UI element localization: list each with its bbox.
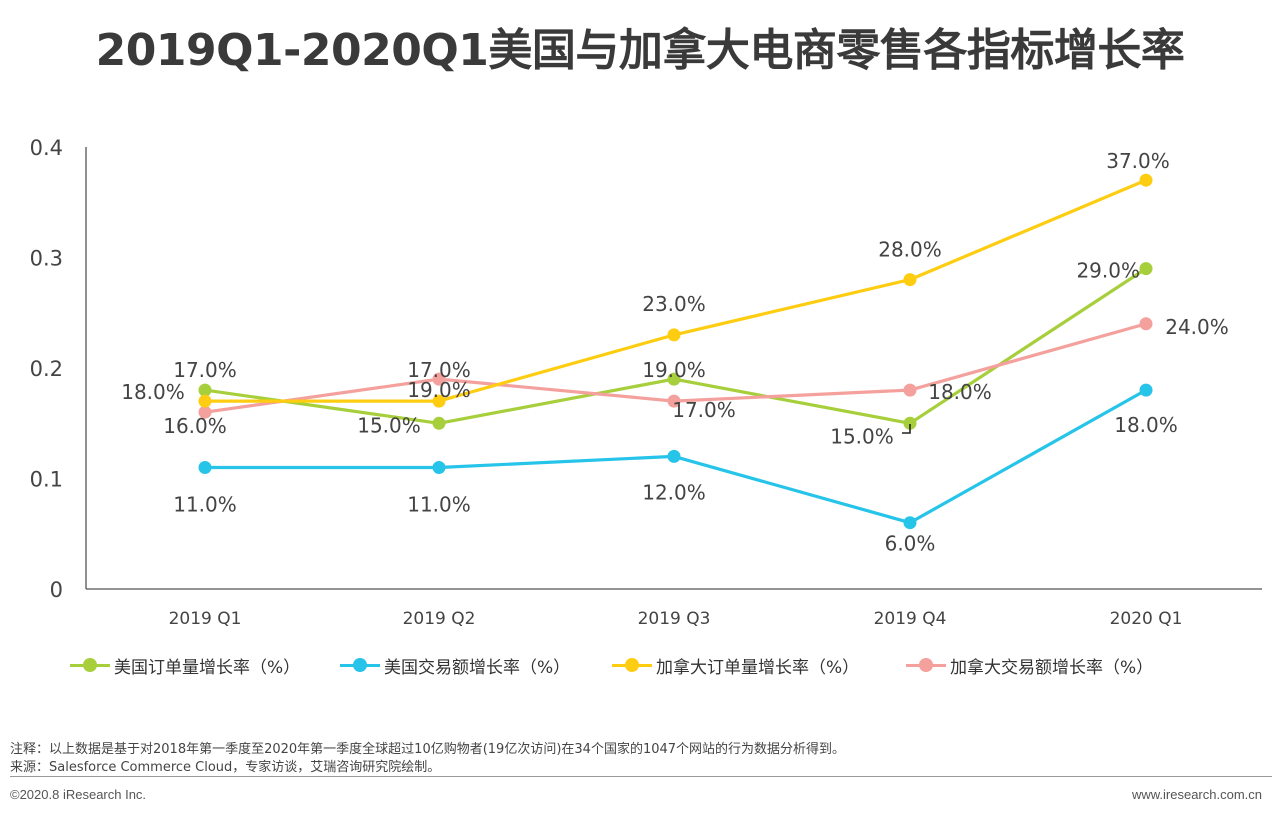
legend-swatch: [340, 657, 380, 672]
legend-swatch: [612, 657, 652, 672]
data-label: 17.0%: [407, 358, 471, 382]
legend-label: 加拿大交易额增长率（%）: [950, 657, 1154, 678]
axes: 0 0.1 0.2 0.3 0.4 2019 Q1 2019 Q2 2019 Q3 2019 Q…: [30, 136, 1262, 629]
data-point: [903, 516, 917, 530]
data-label: 15.0%: [830, 424, 894, 448]
data-point: [1139, 173, 1153, 187]
data-point: [1139, 383, 1153, 397]
data-point: [1139, 262, 1153, 276]
footnote: 注释：以上数据是基于对2018年第一季度至2020年第一季度全球超过10亿购物者…: [10, 742, 846, 757]
y-tick-label: 0.2: [30, 357, 63, 381]
x-tick-label: 2019 Q2: [403, 609, 476, 629]
website-link[interactable]: www.iresearch.com.cn: [1131, 787, 1262, 802]
legend-label: 美国交易额增长率（%）: [384, 657, 571, 678]
data-label: 6.0%: [885, 532, 936, 556]
data-label: 17.0%: [173, 358, 237, 382]
line-chart: 0 0.1 0.2 0.3 0.4 2019 Q1 2019 Q2 2019 Q3 2019 Q…: [30, 136, 1262, 629]
legend-item[interactable]: 美国订单量增长率（%）: [70, 650, 300, 680]
data-point: [432, 372, 446, 386]
data-point: [903, 416, 917, 430]
data-label: 17.0%: [672, 398, 736, 422]
data-label: 37.0%: [1106, 149, 1170, 173]
data-label: 29.0%: [1076, 259, 1140, 283]
data-label: 19.0%: [642, 358, 706, 382]
legend-item[interactable]: 加拿大订单量增长率（%）: [612, 650, 859, 680]
data-point: [903, 273, 917, 287]
y-tick-label: 0.4: [30, 136, 63, 160]
data-point: [667, 449, 681, 463]
legend-marker: [919, 657, 933, 672]
x-tick-label: 2019 Q4: [874, 609, 947, 629]
data-labels: 18.0% 15.0% 19.0% 15.0% 29.0% 11.0% 11.0% 12.0%…: [121, 149, 1229, 556]
data-label: 18.0%: [1114, 413, 1178, 437]
data-label: 11.0%: [407, 492, 471, 516]
data-label: 18.0%: [928, 380, 992, 404]
source-note: 来源：Salesforce Commerce Cloud，专家访谈，艾瑞咨询研究…: [10, 760, 441, 775]
data-point: [432, 394, 446, 408]
data-point: [432, 416, 446, 430]
legend-marker: [83, 657, 97, 672]
series-points: [198, 173, 1153, 530]
data-label: 23.0%: [642, 292, 706, 316]
data-label: 15.0%: [357, 413, 421, 437]
series-lines: [204, 178, 1147, 525]
legend-swatch: [70, 657, 110, 672]
x-tick-label: 2019 Q1: [169, 609, 242, 629]
data-label: 19.0%: [407, 378, 471, 402]
data-point: [198, 394, 212, 408]
footer-divider: [10, 776, 1272, 777]
legend-label: 加拿大订单量增长率（%）: [656, 657, 860, 678]
data-label: 11.0%: [173, 492, 237, 516]
x-tick-label: 2019 Q3: [638, 609, 711, 629]
copyright-text: ©2020.8 iResearch Inc.: [10, 787, 147, 802]
legend-item[interactable]: 加拿大交易额增长率（%）: [906, 650, 1153, 680]
data-label: 18.0%: [121, 380, 185, 404]
data-point: [198, 405, 212, 419]
legend-label: 美国订单量增长率（%）: [114, 657, 301, 678]
data-label: 12.0%: [642, 480, 706, 504]
chart-title: 2019Q1-2020Q1美国与加拿大电商零售各指标增长率: [95, 25, 1185, 76]
legend-item[interactable]: 美国交易额增长率（%）: [340, 650, 570, 680]
x-tick-label: 2020 Q1: [1110, 609, 1183, 629]
data-label: 24.0%: [1165, 315, 1229, 339]
data-point: [667, 328, 681, 342]
data-point: [1139, 317, 1153, 331]
y-tick-label: 0.1: [30, 468, 63, 492]
data-label: 16.0%: [163, 414, 227, 438]
label-leader-mark: [902, 424, 911, 434]
y-tick-label: 0.3: [30, 247, 63, 271]
y-tick-label: 0: [50, 578, 63, 602]
legend-marker: [353, 657, 367, 672]
data-point: [903, 383, 917, 397]
legend-swatch: [906, 657, 946, 672]
data-point: [198, 461, 212, 474]
data-label: 28.0%: [878, 238, 942, 262]
legend: 美国订单量增长率（%） 美国交易额增长率（%） 加拿大订单量增长率（%） 加拿大交易额…: [0, 650, 1280, 680]
data-point: [667, 372, 681, 386]
data-point: [198, 383, 212, 397]
legend-marker: [625, 657, 639, 672]
data-point: [667, 394, 681, 408]
data-point: [432, 461, 446, 474]
